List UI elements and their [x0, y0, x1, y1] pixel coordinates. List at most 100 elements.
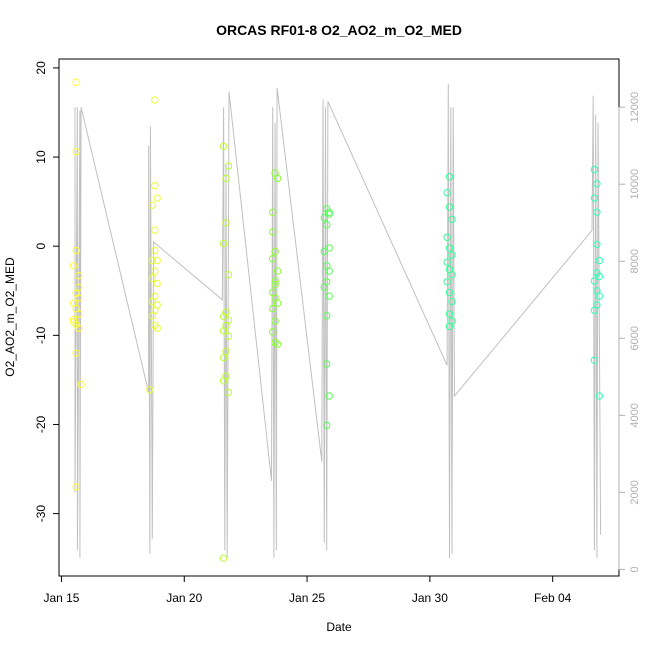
data-point [222, 372, 230, 380]
data-point [219, 312, 228, 321]
data-point [595, 272, 604, 281]
data-point [219, 239, 228, 248]
data-point [445, 288, 454, 297]
altitude-line [74, 83, 602, 558]
data-points-layer [70, 78, 604, 562]
data-point [273, 267, 282, 275]
data-point [72, 289, 80, 298]
y2-tick-label: 4000 [629, 403, 641, 427]
data-point [323, 360, 331, 368]
data-point [595, 292, 604, 300]
data-point [151, 96, 159, 104]
x-tick-label: Jan 15 [43, 591, 79, 605]
data-point [590, 165, 599, 174]
data-point [271, 277, 279, 285]
data-point [325, 292, 333, 300]
y2-tick-label: 12000 [629, 92, 641, 123]
data-point [72, 246, 80, 255]
x-tick-label: Jan 30 [412, 591, 448, 605]
x-tick-label: Jan 20 [166, 591, 202, 605]
data-point [325, 244, 333, 252]
data-point [222, 308, 230, 316]
data-point [271, 280, 279, 289]
data-point [269, 328, 277, 336]
data-point [70, 262, 78, 270]
data-point [153, 256, 161, 265]
data-point [148, 274, 157, 282]
data-point [448, 297, 456, 306]
data-point [320, 283, 328, 291]
data-point [146, 386, 154, 394]
data-point [443, 278, 451, 286]
data-point [74, 271, 83, 280]
data-point [448, 271, 456, 279]
data-point [151, 267, 159, 275]
y2-tick-label: 6000 [629, 326, 641, 350]
data-point [224, 162, 233, 170]
data-point [595, 256, 604, 265]
data-point [269, 304, 277, 313]
y2-tick-label: 10000 [629, 169, 641, 200]
data-point [72, 78, 80, 86]
y-axis-left: 20 10 0 -10 -20 -30 [34, 61, 60, 522]
data-point [222, 174, 230, 183]
data-point [443, 233, 451, 242]
data-point [271, 247, 279, 256]
chart-title: ORCAS RF01-8 O2_AO2_m_O2_MED [216, 22, 462, 38]
data-point [219, 327, 228, 335]
data-point [224, 271, 233, 279]
data-point [448, 215, 456, 224]
data-point [271, 317, 279, 325]
data-point [153, 324, 161, 332]
data-point [219, 554, 228, 562]
data-point [445, 310, 454, 318]
data-point [273, 340, 282, 348]
data-point [148, 312, 157, 320]
data-point [273, 299, 282, 307]
data-point [219, 377, 228, 385]
data-point [590, 194, 599, 202]
data-point [148, 256, 157, 265]
y-tick-label: 0 [34, 243, 48, 250]
x-axis-label: Date [326, 620, 352, 634]
data-point [151, 246, 159, 255]
plot-frame [58, 58, 620, 577]
data-point [72, 483, 80, 491]
data-point [273, 174, 282, 183]
data-point [590, 306, 599, 315]
data-point [153, 194, 161, 202]
data-point [445, 322, 454, 331]
data-point [269, 208, 277, 217]
data-point [70, 318, 78, 326]
data-point [590, 277, 599, 285]
data-point [445, 244, 454, 252]
data-point [77, 380, 85, 389]
data-point [595, 392, 604, 400]
data-point [443, 189, 451, 197]
data-point [148, 201, 157, 209]
y2-tick-label: 0 [629, 566, 641, 572]
data-point [72, 349, 80, 357]
data-point [74, 283, 83, 291]
data-point [325, 208, 333, 217]
data-point [323, 312, 331, 320]
data-point [325, 392, 333, 400]
data-point [222, 347, 230, 356]
data-point [224, 332, 233, 340]
data-point [224, 388, 233, 397]
y2-tick-label: 2000 [629, 480, 641, 504]
data-point [148, 297, 157, 306]
data-point [590, 356, 599, 364]
y-axis-label: O2_AO2_m_O2_MED [3, 257, 17, 377]
altitude-line-layer [74, 83, 602, 558]
data-point [151, 226, 159, 234]
data-point [219, 142, 228, 151]
data-point [74, 310, 83, 318]
data-point [74, 324, 83, 332]
y-tick-label: -20 [34, 415, 48, 433]
data-point [325, 267, 333, 275]
data-point [269, 255, 277, 263]
data-point [593, 240, 601, 249]
data-point [593, 180, 601, 188]
